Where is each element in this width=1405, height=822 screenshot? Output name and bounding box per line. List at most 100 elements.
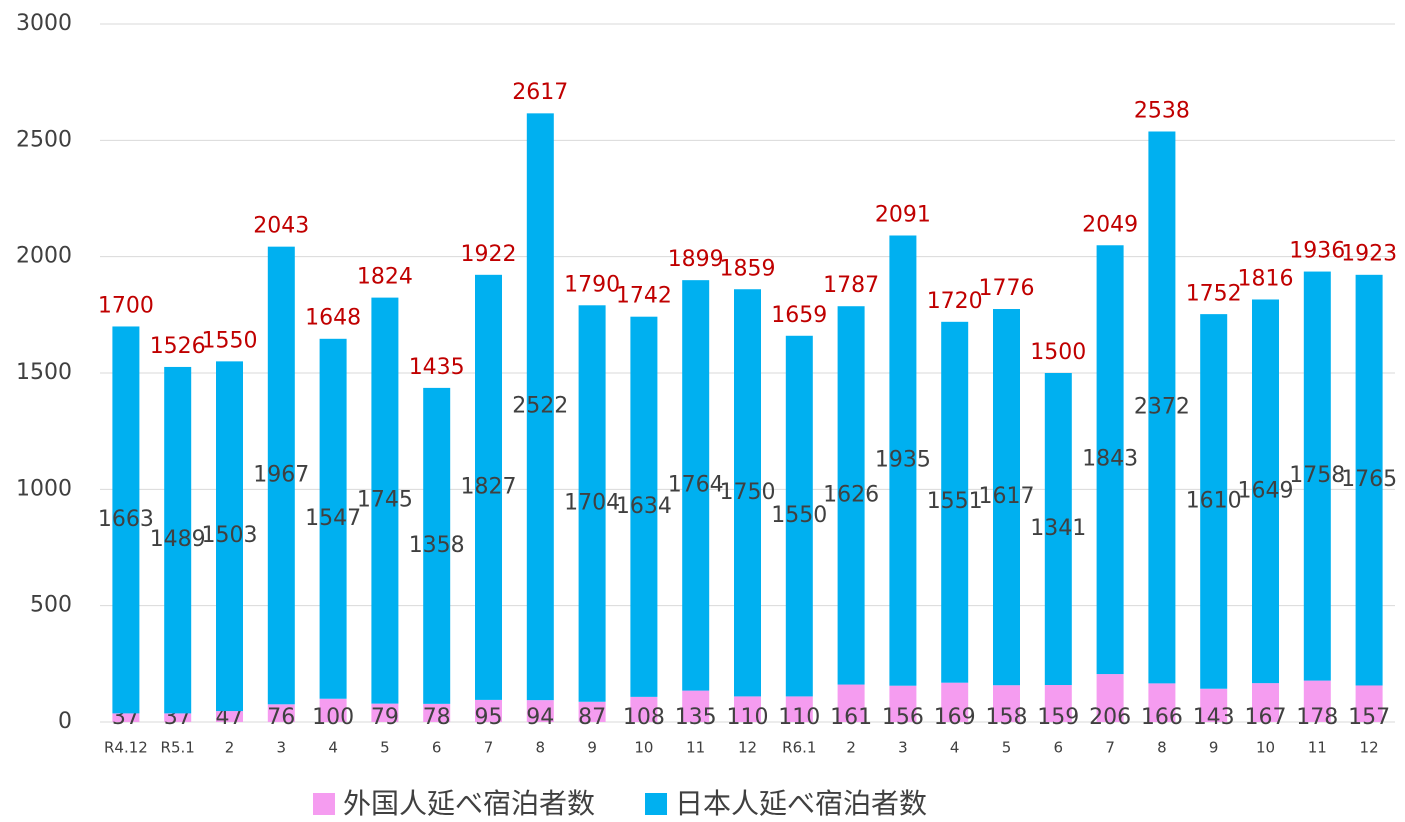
data-label: 167 xyxy=(1245,705,1287,730)
bar-segment xyxy=(630,696,658,722)
data-label: 1649 xyxy=(1238,478,1294,503)
bar-segment xyxy=(1044,373,1072,686)
x-tick-label: 4 xyxy=(950,739,960,757)
total-label: 1922 xyxy=(461,242,517,267)
data-label: 159 xyxy=(1037,705,1079,730)
x-tick-label: 9 xyxy=(587,739,597,757)
bar-segment xyxy=(941,682,969,722)
y-tick-label: 1000 xyxy=(16,476,72,501)
total-label: 2538 xyxy=(1134,98,1190,123)
data-label: 1827 xyxy=(461,474,517,499)
total-label: 1936 xyxy=(1289,239,1345,264)
total-label: 1824 xyxy=(357,265,413,290)
data-label: 1341 xyxy=(1030,516,1086,541)
bar-segment xyxy=(1252,683,1279,722)
x-tick-label: 6 xyxy=(1054,739,1064,757)
data-label: 135 xyxy=(675,705,717,730)
x-tick-label: R4.12 xyxy=(104,739,148,757)
total-label: 1859 xyxy=(720,256,776,281)
data-label: 1617 xyxy=(979,484,1035,509)
data-label: 1745 xyxy=(357,488,413,513)
bar-segment xyxy=(526,700,554,722)
bar-segment xyxy=(164,366,192,714)
data-label: 2522 xyxy=(512,394,568,419)
total-label: 2043 xyxy=(253,214,309,239)
x-tick-label: 11 xyxy=(686,739,705,757)
x-tick-label: 5 xyxy=(380,739,390,757)
data-label: 1551 xyxy=(927,489,983,514)
bar-segment xyxy=(993,309,1020,686)
data-label: 1935 xyxy=(875,448,931,473)
total-label: 1500 xyxy=(1030,340,1086,365)
data-label: 1758 xyxy=(1289,463,1345,488)
total-label: 1550 xyxy=(202,328,258,353)
bar-segment xyxy=(526,113,554,701)
bar-segment xyxy=(1200,314,1228,689)
bar-segment xyxy=(889,685,917,722)
x-tick-label: 12 xyxy=(1360,739,1379,757)
legend-swatch xyxy=(313,793,335,815)
data-label: 110 xyxy=(778,705,820,730)
legend-label: 外国人延べ宿泊者数 xyxy=(343,787,595,820)
bar-segment xyxy=(785,696,813,722)
x-tick-label: 7 xyxy=(1105,739,1115,757)
data-label: 169 xyxy=(934,705,976,730)
x-tick-label: 8 xyxy=(1157,739,1167,757)
data-label: 1704 xyxy=(564,491,620,516)
data-label: 206 xyxy=(1089,705,1131,730)
data-label: 95 xyxy=(475,705,503,730)
data-label: 157 xyxy=(1348,705,1390,730)
total-label: 2617 xyxy=(512,80,568,105)
data-label: 1967 xyxy=(253,462,309,487)
total-label: 1659 xyxy=(771,303,827,328)
data-label: 1764 xyxy=(668,472,724,497)
data-label: 1843 xyxy=(1082,447,1138,472)
bar-segment xyxy=(785,335,813,697)
data-label: 1503 xyxy=(202,523,258,548)
bar-segment xyxy=(1044,685,1072,722)
total-label: 1720 xyxy=(927,289,983,314)
bar-segment xyxy=(371,297,399,704)
bar-segment xyxy=(1303,680,1331,722)
x-tick-label: 9 xyxy=(1209,739,1219,757)
bar-segment xyxy=(371,703,399,722)
data-label: 1765 xyxy=(1341,467,1397,492)
bar-segment xyxy=(578,701,606,722)
data-label: 1489 xyxy=(150,527,206,552)
data-label: 178 xyxy=(1296,705,1338,730)
bar-segment xyxy=(1096,245,1124,675)
bar-segment xyxy=(734,289,761,697)
x-tick-label: 2 xyxy=(225,739,235,757)
bar-segment xyxy=(734,696,761,722)
data-label: 94 xyxy=(526,705,554,730)
bar-segment xyxy=(682,690,710,722)
bar-segment xyxy=(475,699,502,722)
bar-segment xyxy=(837,306,865,685)
data-label: 76 xyxy=(267,705,295,730)
bar-segment xyxy=(164,713,192,722)
total-label: 2049 xyxy=(1082,212,1138,237)
bar-segment xyxy=(216,361,243,712)
data-label: 1358 xyxy=(409,533,465,558)
bar-segment xyxy=(1252,299,1279,684)
x-tick-label: R5.1 xyxy=(161,739,195,757)
x-tick-label: 12 xyxy=(738,739,757,757)
bar-segment xyxy=(1148,131,1176,684)
data-label: 1634 xyxy=(616,494,672,519)
data-label: 1547 xyxy=(305,506,361,531)
y-tick-label: 3000 xyxy=(16,11,72,36)
data-label: 161 xyxy=(830,705,872,730)
bar-segment xyxy=(319,698,347,722)
x-tick-label: 11 xyxy=(1308,739,1327,757)
x-tick-label: 2 xyxy=(846,739,856,757)
total-label: 1776 xyxy=(979,276,1035,301)
bar-segment xyxy=(112,713,140,722)
x-tick-label: 10 xyxy=(634,739,653,757)
total-label: 2091 xyxy=(875,202,931,227)
data-label: 143 xyxy=(1193,705,1235,730)
x-tick-label: 7 xyxy=(484,739,494,757)
total-label: 1742 xyxy=(616,284,672,309)
bar-segment xyxy=(578,305,606,702)
bar-segment xyxy=(423,703,451,722)
